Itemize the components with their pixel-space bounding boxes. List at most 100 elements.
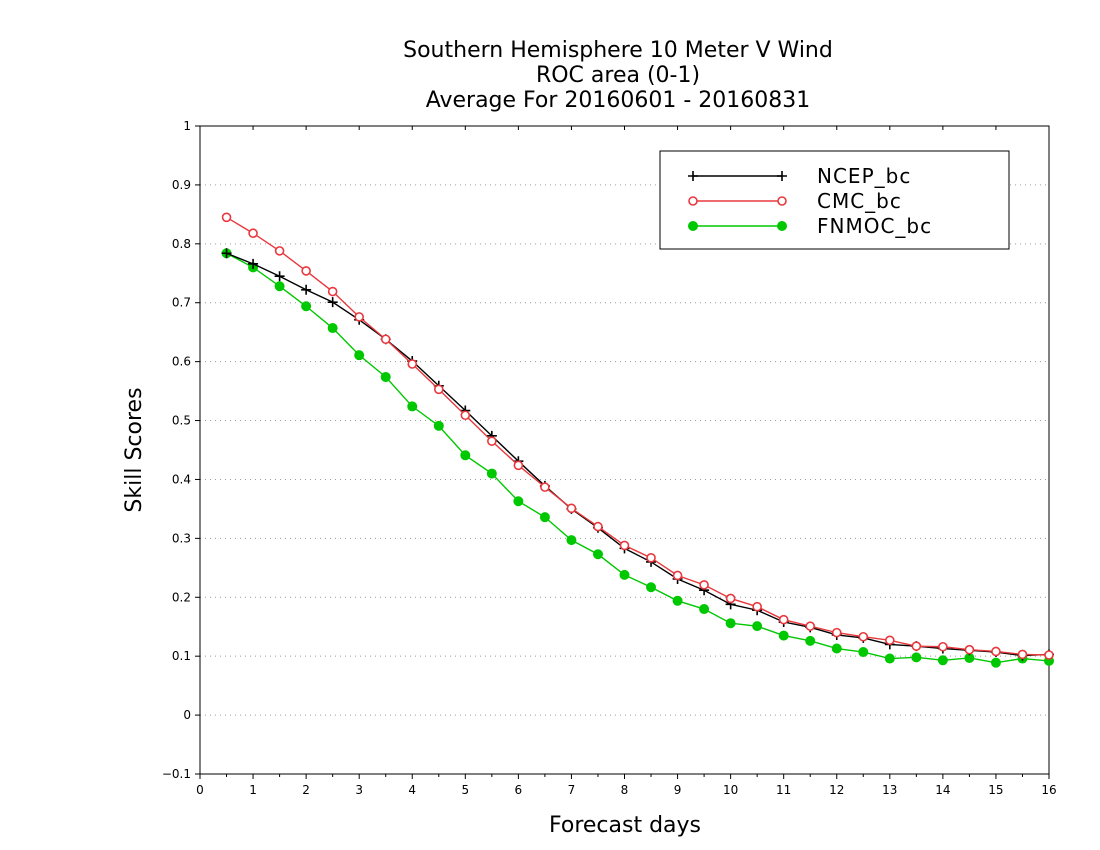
data-point-CMC_bc xyxy=(566,503,577,514)
data-point-CMC_bc xyxy=(646,553,656,563)
data-point-CMC_bc xyxy=(858,631,869,642)
data-point-FNMOC_bc xyxy=(513,496,524,507)
data-point-CMC_bc xyxy=(725,593,736,604)
data-point-FNMOC_bc xyxy=(672,595,683,606)
data-point-FNMOC_bc xyxy=(619,569,630,580)
data-point-FNMOC_bc xyxy=(566,535,577,546)
x-tick-label: 12 xyxy=(829,783,844,797)
data-point-CMC_bc xyxy=(301,266,311,276)
data-point-NCEP_bc xyxy=(221,248,232,259)
data-point-FNMOC_bc xyxy=(911,652,922,663)
data-point-CMC_bc xyxy=(1044,650,1054,660)
axis-ticks: −0.100.10.20.30.40.50.60.70.80.910 1 2 3 4 5 6… xyxy=(162,119,1057,797)
data-point-CMC_bc xyxy=(1017,649,1028,660)
data-point-FNMOC_bc xyxy=(752,621,763,632)
data-point-CMC_bc xyxy=(805,621,816,631)
data-point-CMC_bc xyxy=(831,627,842,638)
data-point-CMC_bc xyxy=(274,246,285,256)
data-point-FNMOC_bc xyxy=(539,512,550,523)
data-point-FNMOC_bc xyxy=(646,582,657,593)
y-tick-label: 0.6 xyxy=(172,355,191,369)
y-tick-label: 1 xyxy=(183,119,191,133)
data-point-FNMOC_bc xyxy=(937,655,948,666)
series xyxy=(221,212,1054,668)
legend-marker xyxy=(777,171,787,181)
data-point-CMC_bc xyxy=(619,540,630,551)
series-line-NCEP_bc xyxy=(226,252,1050,657)
chart-title-line-1: Southern Hemisphere 10 Meter V Wind xyxy=(403,38,833,63)
data-point-CMC_bc xyxy=(672,570,683,581)
data-point-FNMOC_bc xyxy=(725,618,736,629)
data-point-CMC_bc xyxy=(248,228,258,239)
chart-title-line-2: ROC area (0-1) xyxy=(536,63,700,88)
data-point-FNMOC_bc xyxy=(486,468,497,479)
legend-label: NCEP_bc xyxy=(817,164,911,188)
data-point-CMC_bc xyxy=(540,482,550,492)
data-point-FNMOC_bc xyxy=(327,323,338,334)
chart-title-line-3: Average For 20160601 - 20160831 xyxy=(426,88,811,113)
chart-title: Southern Hemisphere 10 Meter V Wind ROC … xyxy=(403,38,833,113)
data-point-FNMOC_bc xyxy=(805,635,816,646)
data-point-CMC_bc xyxy=(380,334,391,345)
y-tick-label: 0.4 xyxy=(172,472,191,486)
x-tick-label: 0 xyxy=(196,783,204,797)
x-tick-label: 14 xyxy=(935,783,950,797)
x-tick-label: 4 xyxy=(408,783,416,797)
data-point-CMC_bc xyxy=(327,286,338,297)
series-NCEP_bc xyxy=(221,248,1054,661)
data-point-CMC_bc xyxy=(487,436,497,446)
data-point-CMC_bc xyxy=(460,410,471,421)
data-point-CMC_bc xyxy=(938,641,948,652)
data-point-CMC_bc xyxy=(221,212,232,223)
legend-marker xyxy=(688,171,698,181)
data-point-CMC_bc xyxy=(354,312,364,322)
x-tick-label: 6 xyxy=(515,783,523,797)
x-tick-label: 3 xyxy=(355,783,363,797)
y-tick-label: 0.8 xyxy=(172,237,191,251)
y-tick-label: 0.7 xyxy=(172,296,191,310)
x-axis-label: Forecast days xyxy=(549,813,701,838)
x-tick-label: 7 xyxy=(568,783,576,797)
data-point-FNMOC_bc xyxy=(460,450,471,461)
y-tick-label: 0.5 xyxy=(172,414,191,428)
data-point-CMC_bc xyxy=(513,460,524,471)
legend-label: FNMOC_bc xyxy=(817,214,932,238)
data-point-NCEP_bc xyxy=(301,284,312,295)
data-point-CMC_bc xyxy=(991,646,1001,657)
data-point-CMC_bc xyxy=(911,641,922,651)
legend-item-NCEP_bc: NCEP_bc xyxy=(688,164,911,188)
x-tick-label: 16 xyxy=(1041,783,1056,797)
data-point-FNMOC_bc xyxy=(699,604,710,615)
y-axis-label: Skill Scores xyxy=(122,387,147,512)
data-point-FNMOC_bc xyxy=(592,549,603,560)
x-tick-label: 2 xyxy=(302,783,310,797)
legend-label: CMC_bc xyxy=(817,189,902,213)
y-tick-label: 0.1 xyxy=(172,649,191,663)
legend-item-FNMOC_bc: FNMOC_bc xyxy=(688,214,932,238)
series-line-CMC_bc xyxy=(226,216,1050,656)
y-tick-label: 0.9 xyxy=(172,178,191,192)
data-point-FNMOC_bc xyxy=(433,420,444,431)
data-point-CMC_bc xyxy=(885,635,895,646)
data-point-FNMOC_bc xyxy=(990,657,1001,668)
data-point-CMC_bc xyxy=(699,580,709,590)
legend-item-CMC_bc: CMC_bc xyxy=(688,189,902,213)
data-point-CMC_bc xyxy=(407,359,418,369)
data-point-FNMOC_bc xyxy=(301,301,312,312)
data-point-FNMOC_bc xyxy=(858,647,869,658)
y-tick-label: 0.2 xyxy=(172,590,191,604)
legend-marker xyxy=(688,221,698,231)
data-point-FNMOC_bc xyxy=(380,371,391,382)
data-point-CMC_bc xyxy=(593,521,603,532)
data-point-CMC_bc xyxy=(964,644,975,655)
legend-box xyxy=(659,150,1010,250)
data-point-CMC_bc xyxy=(752,601,762,612)
data-point-NCEP_bc xyxy=(274,271,285,282)
series-CMC_bc xyxy=(221,212,1054,660)
x-tick-label: 9 xyxy=(674,783,682,797)
y-tick-label: −0.1 xyxy=(162,767,191,781)
y-tick-label: 0 xyxy=(183,708,191,722)
x-tick-label: 1 xyxy=(249,783,257,797)
